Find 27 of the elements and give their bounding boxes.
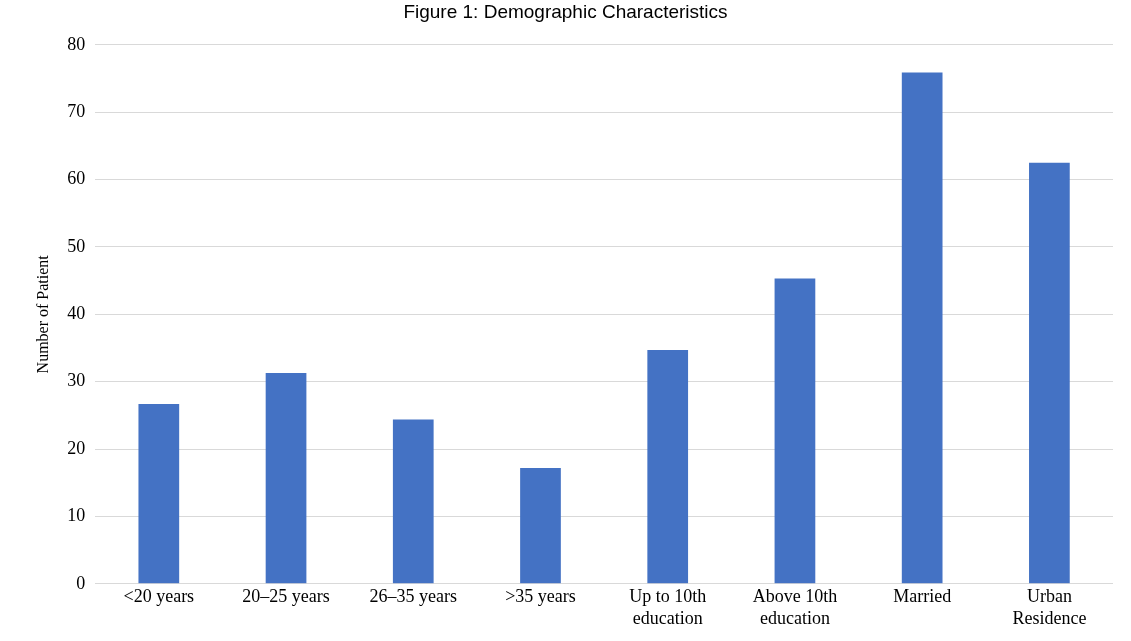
- x-tick-label: >35 years: [505, 586, 576, 607]
- y-axis-title: Number of Patient: [33, 254, 51, 374]
- bar: [1029, 162, 1070, 584]
- x-tick-label: 20–25 years: [242, 586, 330, 607]
- x-tick-label: 26–35 years: [369, 586, 457, 607]
- y-tick-label: 80: [67, 33, 86, 54]
- bar: [901, 72, 943, 584]
- y-tick-label: 30: [67, 370, 86, 391]
- x-tick-label: Married: [893, 586, 952, 607]
- y-tick-label: 0: [76, 572, 86, 593]
- bar: [520, 467, 561, 584]
- x-tick-label: Up to 10th education: [629, 586, 707, 628]
- y-tick-label: 70: [67, 100, 86, 121]
- bar: [647, 350, 689, 584]
- bar: [392, 419, 434, 584]
- x-tick-label: <20 years: [123, 586, 195, 607]
- bar: [138, 403, 180, 584]
- x-tick-label: Above 10th education: [752, 586, 838, 628]
- y-tick-label: 20: [67, 437, 86, 458]
- chart-title: Figure 1: Demographic Characteristics: [402, 0, 729, 24]
- y-tick-label: 10: [67, 505, 86, 526]
- y-tick-label: 50: [67, 235, 86, 256]
- x-tick-label: Urban Residence: [1012, 586, 1087, 628]
- bar: [265, 372, 307, 584]
- bar: [774, 278, 816, 584]
- y-tick-label: 60: [67, 168, 86, 189]
- y-tick-label: 40: [67, 303, 86, 324]
